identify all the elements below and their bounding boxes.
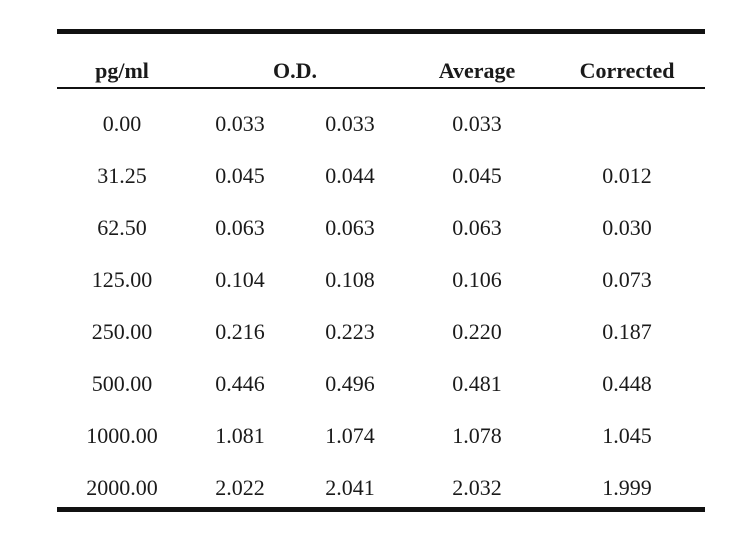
table-header-row: pg/ml O.D. Average Corrected: [57, 56, 705, 86]
cell-concentration: 31.25: [97, 163, 147, 188]
cell-concentration: 0.00: [102, 111, 142, 136]
cell-concentration: 500.00: [91, 371, 153, 396]
cell-od-2: 0.223: [325, 319, 375, 344]
header-average: Average: [438, 58, 516, 83]
cell-od-2: 1.074: [325, 423, 375, 448]
cell-average: 0.106: [452, 267, 502, 292]
cell-od-1: 0.045: [215, 163, 265, 188]
cell-concentration: 125.00: [91, 267, 153, 292]
table-bottom-rule: [57, 507, 705, 512]
cell-od-1: 0.446: [215, 371, 265, 396]
cell-concentration: 2000.00: [86, 475, 158, 500]
cell-concentration: 62.50: [97, 215, 147, 240]
cell-od-1: 0.104: [215, 267, 265, 292]
cell-od-2: 0.108: [325, 267, 375, 292]
data-table: pg/ml O.D. Average Corrected 0.00 0.033 …: [57, 29, 705, 514]
cell-corrected: 0.448: [602, 371, 652, 396]
cell-od-1: 1.081: [215, 423, 265, 448]
table-row: 250.00 0.216 0.223 0.220 0.187: [57, 317, 705, 369]
cell-average: 0.045: [452, 163, 502, 188]
cell-corrected: 0.073: [602, 267, 652, 292]
cell-od-2: 0.033: [325, 111, 375, 136]
cell-od-1: 0.216: [215, 319, 265, 344]
cell-average: 2.032: [452, 475, 502, 500]
cell-average: 0.481: [452, 371, 502, 396]
cell-average: 0.063: [452, 215, 502, 240]
cell-concentration: 250.00: [91, 319, 153, 344]
cell-average: 1.078: [452, 423, 502, 448]
cell-average: 0.033: [452, 111, 502, 136]
header-concentration: pg/ml: [95, 58, 149, 83]
header-corrected: Corrected: [579, 58, 675, 83]
cell-od-2: 2.041: [325, 475, 375, 500]
cell-corrected: 1.999: [602, 475, 652, 500]
table-header-rule: [57, 87, 705, 89]
table-row: 1000.00 1.081 1.074 1.078 1.045: [57, 421, 705, 473]
table-row: 500.00 0.446 0.496 0.481 0.448: [57, 369, 705, 421]
table-row: 62.50 0.063 0.063 0.063 0.030: [57, 213, 705, 265]
cell-corrected: 0.030: [602, 215, 652, 240]
table-body: 0.00 0.033 0.033 0.033 31.25 0.045 0.044…: [57, 109, 705, 525]
table-row: 2000.00 2.022 2.041 2.032 1.999: [57, 473, 705, 525]
cell-od-2: 0.063: [325, 215, 375, 240]
cell-od-2: 0.044: [325, 163, 375, 188]
cell-od-1: 0.033: [215, 111, 265, 136]
cell-corrected: 0.187: [602, 319, 652, 344]
cell-average: 0.220: [452, 319, 502, 344]
cell-od-1: 0.063: [215, 215, 265, 240]
header-od: O.D.: [273, 58, 317, 83]
table-top-rule: [57, 29, 705, 34]
cell-corrected: 0.012: [602, 163, 652, 188]
cell-od-2: 0.496: [325, 371, 375, 396]
table-row: 0.00 0.033 0.033 0.033: [57, 109, 705, 161]
table-row: 125.00 0.104 0.108 0.106 0.073: [57, 265, 705, 317]
cell-corrected: 1.045: [602, 423, 652, 448]
cell-od-1: 2.022: [215, 475, 265, 500]
cell-concentration: 1000.00: [86, 423, 158, 448]
table-row: 31.25 0.045 0.044 0.045 0.012: [57, 161, 705, 213]
